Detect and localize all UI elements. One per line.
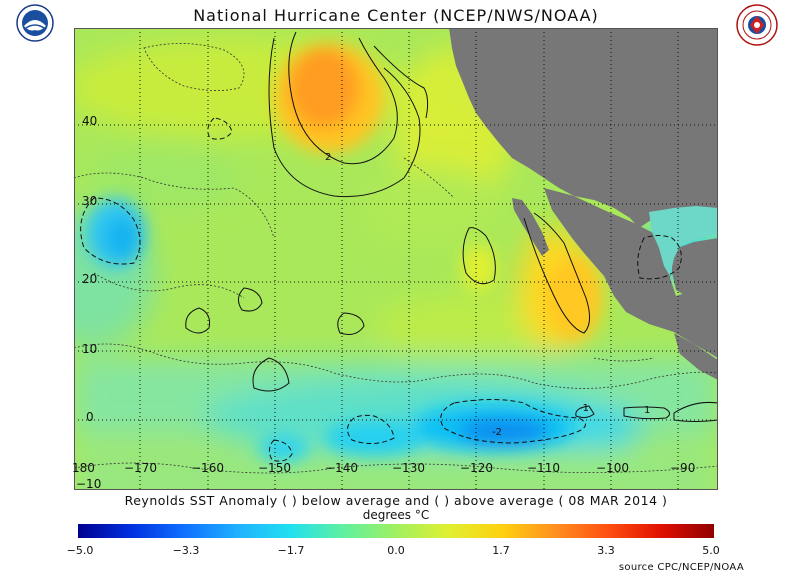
lon-label: −90 (670, 461, 696, 475)
lon-label: −150 (258, 461, 291, 475)
land-baja (512, 198, 549, 256)
map-title: National Hurricane Center (NCEP/NWS/NOAA… (193, 6, 599, 25)
units-label: degrees °C (362, 508, 430, 522)
land-mexico (544, 188, 718, 358)
colorbar-tick-label: 1.7 (492, 544, 510, 557)
contour-label: -1 (579, 403, 589, 414)
lon-label: −100 (596, 461, 629, 475)
sst-contours (185, 31, 718, 422)
colorbar-tick-label: 0.0 (387, 544, 405, 557)
map-caption: Reynolds SST Anomaly ( ) below average a… (124, 493, 668, 508)
color-scale-bar (78, 524, 714, 538)
lat-label: 0 (86, 410, 94, 424)
gulf-of-mexico (649, 206, 718, 276)
contour-label: 1 (644, 405, 650, 416)
colorbar-tick-label: 5.0 (702, 544, 720, 557)
lat-label: 10 (82, 342, 98, 356)
noaa-logo (16, 4, 54, 46)
colorbar-tick-label: −5.0 (66, 544, 94, 557)
lon-label: −130 (392, 461, 425, 475)
lat-label: 30 (82, 194, 98, 208)
lon-label: −170 (124, 461, 157, 475)
colorbar-tick-label: −1.7 (277, 544, 305, 557)
colorbar-tick-label: 3.3 (597, 544, 615, 557)
contour-label: 2 (325, 152, 331, 163)
lat-label: −10 (76, 477, 102, 491)
lon-label: −110 (527, 461, 560, 475)
land-north-america (449, 28, 718, 228)
lat-label: 40 (82, 114, 98, 128)
lat-label: 20 (82, 272, 98, 286)
contour-label: -2 (492, 427, 502, 438)
sst-anomaly-map: 2 -2 1 -1 40 30 20 10 0 −10 180 −170 −16… (72, 28, 718, 491)
lon-label: −160 (191, 461, 224, 475)
nws-logo (736, 4, 778, 50)
sst-contours-zero (74, 43, 718, 474)
lat-lon-grid (74, 28, 718, 490)
colorbar-tick-label: −3.3 (172, 544, 200, 557)
source-credit: source CPC/NCEP/NOAA (618, 562, 744, 573)
lon-label: −140 (325, 461, 358, 475)
lon-label: −120 (460, 461, 493, 475)
land-central-america (674, 333, 718, 380)
lon-label: 180 (72, 461, 95, 475)
